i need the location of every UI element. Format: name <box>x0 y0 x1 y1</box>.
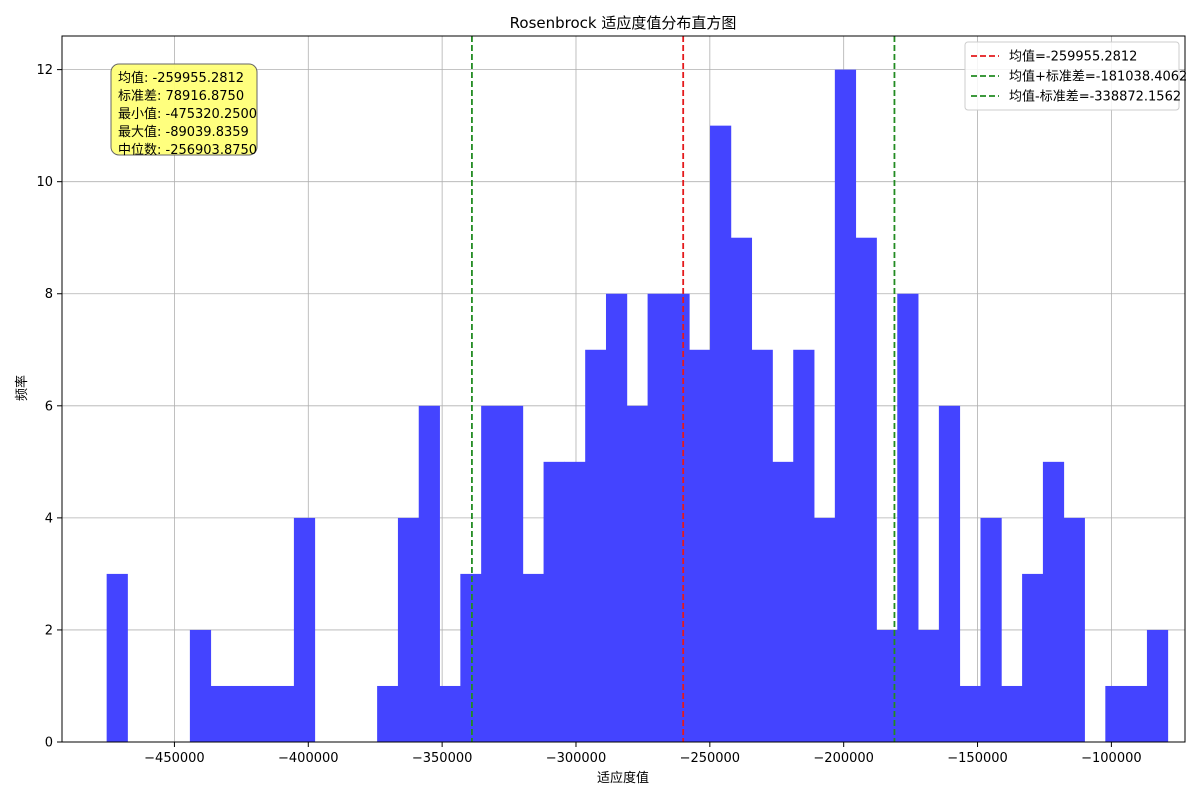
histogram-bar <box>689 349 711 742</box>
chart-title: Rosenbrock 适应度值分布直方图 <box>510 14 737 32</box>
y-tick-label: 8 <box>45 287 53 302</box>
histogram-bar <box>710 125 732 742</box>
histogram-bar <box>252 685 274 742</box>
legend-label: 均值-标准差=-338872.1562 <box>1009 89 1181 105</box>
histogram-bar <box>231 685 253 742</box>
histogram-bar <box>668 293 690 742</box>
y-tick-label: 4 <box>45 511 53 526</box>
histogram-bar <box>585 349 607 742</box>
legend-label: 均值+标准差=-181038.4062 <box>1009 69 1187 85</box>
histogram-bar <box>834 69 857 743</box>
histogram-bar <box>543 461 565 742</box>
histogram-bar <box>481 405 503 742</box>
histogram-bar <box>522 573 544 742</box>
x-axis-label: 适应度值 <box>597 770 649 786</box>
histogram-bar <box>210 685 232 742</box>
histogram-bar <box>793 349 815 742</box>
y-tick-label: 6 <box>45 399 53 414</box>
histogram-bar <box>1022 573 1044 742</box>
x-tick-label: −350000 <box>412 751 473 766</box>
histogram-bar <box>397 517 420 742</box>
histogram-bar <box>855 237 877 742</box>
histogram-bar <box>876 629 898 742</box>
histogram-bar <box>293 517 316 742</box>
histogram-bar <box>377 685 399 742</box>
stats-box-line: 均值: -259955.2812 <box>118 70 244 86</box>
legend-box <box>964 41 1180 111</box>
stats-box-line: 最大值: -89039.8359 <box>118 124 249 140</box>
y-tick-label: 10 <box>36 175 53 190</box>
legend-label: 均值=-259955.2812 <box>1009 49 1137 65</box>
histogram-bar <box>647 293 669 742</box>
x-tick-label: −250000 <box>680 751 741 766</box>
stats-box-line: 标准差: 78916.8750 <box>118 89 244 104</box>
histogram-bar <box>106 573 128 742</box>
histogram-bar <box>772 461 794 742</box>
y-tick-label: 2 <box>45 623 53 638</box>
histogram-bar <box>605 293 628 742</box>
histogram-bar <box>980 517 1002 742</box>
x-tick-label: −400000 <box>278 751 339 766</box>
histogram-bar <box>1126 685 1148 742</box>
x-tick-label: −100000 <box>1081 751 1142 766</box>
histogram-bar <box>189 629 212 742</box>
stats-box-line: 中位数: -256903.8750 <box>118 143 257 158</box>
histogram-bar <box>730 237 753 742</box>
histogram-bar <box>959 685 981 742</box>
y-axis-label: 频率 <box>14 375 30 401</box>
y-tick-label: 0 <box>45 736 53 751</box>
histogram-bar <box>1063 517 1085 742</box>
y-tick-label: 12 <box>36 63 53 78</box>
plot-frame <box>61 35 1186 743</box>
histogram-bar <box>918 629 940 742</box>
histogram-bar <box>273 685 295 742</box>
histogram-bar <box>564 461 586 742</box>
histogram-bar <box>626 405 648 742</box>
histogram-bar <box>460 573 482 742</box>
x-tick-label: −150000 <box>947 751 1008 766</box>
histogram-bar <box>501 405 524 742</box>
histogram-bar <box>1146 629 1169 742</box>
histogram-bar <box>1001 685 1023 742</box>
histogram-bar <box>1042 461 1065 742</box>
x-tick-label: −450000 <box>144 751 205 766</box>
histogram-bar <box>439 685 461 742</box>
histogram-bar <box>938 405 961 742</box>
histogram-bar <box>751 349 773 742</box>
histogram-bar <box>814 517 836 742</box>
x-tick-label: −300000 <box>546 751 607 766</box>
histogram-bar <box>1105 685 1127 742</box>
histogram-bar <box>897 293 919 742</box>
histogram-bar <box>418 405 440 742</box>
stats-box <box>110 63 258 156</box>
x-tick-label: −200000 <box>813 751 874 766</box>
stats-box-line: 最小值: -475320.2500 <box>118 106 257 122</box>
